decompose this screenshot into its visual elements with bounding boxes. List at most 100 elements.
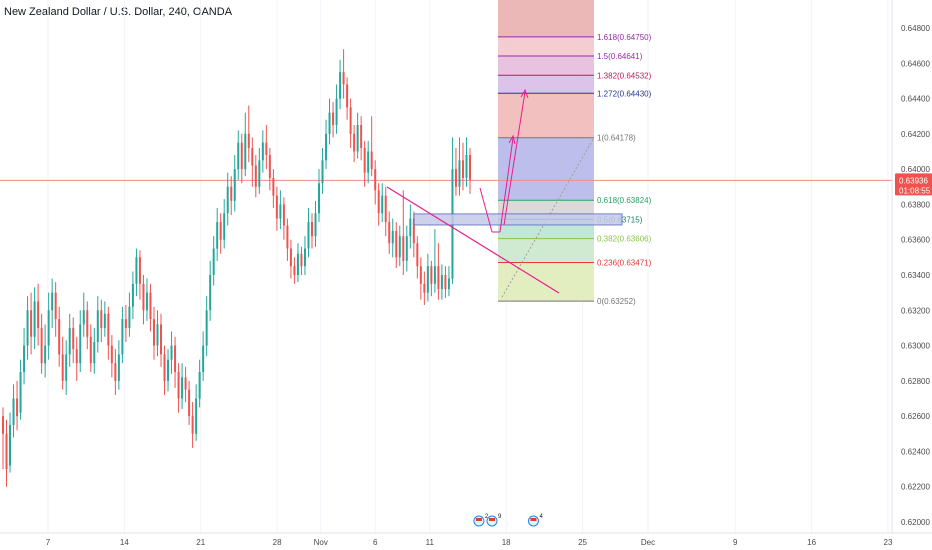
candle-body [216, 222, 219, 249]
current-price-badge [895, 173, 932, 196]
candle-body [377, 190, 380, 214]
y-tick-label: 0.62000 [901, 518, 930, 527]
fib-level-label: 1.618(0.64750) [597, 33, 652, 42]
candle-body [275, 195, 278, 219]
candle-body [367, 151, 370, 173]
candle-body [265, 142, 268, 156]
candle-body [395, 230, 398, 258]
candle-body [75, 349, 78, 364]
candle-body [247, 133, 250, 148]
candle-body [40, 327, 43, 364]
candle-body [86, 310, 89, 337]
event-count-label: 4 [539, 514, 543, 520]
candle-body [89, 336, 92, 364]
candle-body [174, 345, 177, 373]
candle-body [363, 147, 366, 173]
candle-body [163, 354, 166, 381]
candle-body [44, 345, 47, 364]
candle-body [286, 225, 289, 249]
candle-body [465, 155, 468, 178]
candle-body [47, 310, 50, 346]
candle-body [409, 218, 412, 237]
y-tick-label: 0.64200 [901, 130, 930, 139]
candle-body [374, 169, 377, 191]
candle-body [339, 72, 342, 99]
candle-body [240, 142, 243, 170]
candle-body [191, 416, 194, 434]
candle-body [461, 160, 464, 178]
event-flag-stripe [530, 518, 537, 521]
candle-body [346, 84, 349, 108]
candle-body [23, 345, 26, 373]
candle-body [237, 142, 240, 170]
candle-body [419, 266, 422, 284]
fib-level-label: 1.272(0.64430) [597, 89, 652, 98]
x-tick-label: 25 [578, 538, 587, 547]
candle-body [121, 319, 124, 355]
candle-body [5, 433, 8, 470]
fib-zone [498, 262, 594, 302]
x-tick-label: 16 [807, 538, 816, 547]
candle-body [79, 324, 82, 364]
candle-body [458, 160, 461, 187]
x-tick-label: 14 [120, 538, 129, 547]
candle-body [160, 324, 163, 355]
candle-body [212, 248, 215, 275]
candle-body [321, 160, 324, 184]
event-count-label: 9 [498, 514, 502, 520]
fib-zone-top [498, 0, 594, 37]
y-tick-label: 0.64000 [901, 165, 930, 174]
candle-body [381, 195, 384, 214]
trend-line [386, 186, 560, 294]
y-tick-label: 0.62400 [901, 447, 930, 456]
candle-body [54, 292, 57, 320]
candle-body [181, 377, 184, 399]
candle-body [177, 372, 180, 399]
chart-title: New Zealand Dollar / U.S. Dollar, 240, O… [4, 6, 233, 18]
candle-body [282, 204, 285, 226]
fib-zone [498, 56, 594, 76]
candle-body [205, 310, 208, 346]
x-tick-label: 28 [273, 538, 282, 547]
fib-level-label: 1(0.64178) [597, 134, 636, 143]
candle-body [110, 345, 113, 364]
candle-body [37, 301, 40, 328]
y-tick-label: 0.62600 [901, 412, 930, 421]
x-tick-label: 7 [46, 538, 51, 547]
countdown-label: 01:08:55 [899, 186, 931, 195]
candle-body [296, 253, 299, 275]
candle-body [117, 354, 120, 381]
candle-body [233, 169, 236, 201]
y-tick-label: 0.64600 [901, 59, 930, 68]
fib-zone [498, 93, 594, 138]
candle-body [405, 236, 408, 261]
candle-body [2, 416, 4, 434]
candle-body [124, 319, 127, 328]
candle-body [142, 283, 145, 311]
candle-body [103, 313, 106, 328]
candle-body [325, 133, 328, 161]
candle-body [356, 125, 359, 152]
current-price-label: 0.63936 [899, 176, 928, 185]
price-axis-bg [892, 0, 932, 550]
candle-body [310, 222, 313, 237]
x-tick-label: 9 [733, 538, 738, 547]
candle-body [430, 266, 433, 284]
candle-body [209, 275, 212, 311]
candle-body [349, 107, 352, 134]
candle-body [93, 342, 96, 364]
candle-body [254, 165, 257, 187]
candle-body [170, 345, 173, 360]
fib-level-label: 0(0.63252) [597, 297, 636, 306]
candle-body [184, 377, 187, 390]
candle-body [433, 266, 436, 284]
candle-body [360, 125, 363, 148]
candle-body [398, 236, 401, 258]
candle-body [251, 147, 254, 166]
candle-body [96, 310, 99, 343]
candle-body [156, 324, 159, 346]
candle-body [61, 354, 64, 381]
support-zone [413, 213, 623, 226]
